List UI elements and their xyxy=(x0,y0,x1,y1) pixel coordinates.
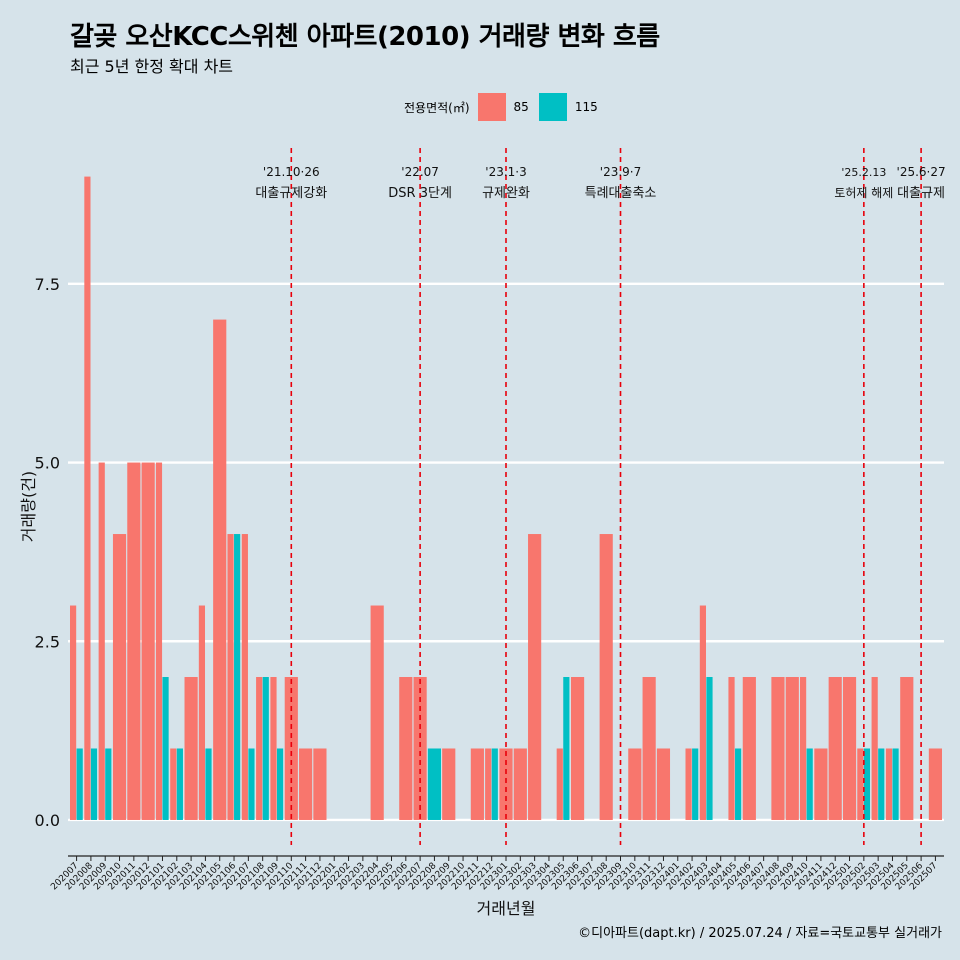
bar-85 xyxy=(871,677,878,820)
bar-85 xyxy=(442,748,456,820)
bar-115 xyxy=(892,748,899,820)
bar-85 xyxy=(928,748,942,820)
event-date: '25.2.13 xyxy=(841,166,886,179)
bar-85 xyxy=(399,677,413,820)
bar-85 xyxy=(885,748,893,820)
legend-swatch-115 xyxy=(538,93,567,121)
bar-85 xyxy=(313,748,327,820)
event-date: '22.07 xyxy=(401,165,439,179)
bar-115 xyxy=(205,748,212,820)
bar-85 xyxy=(828,677,842,820)
bar-85 xyxy=(656,748,671,820)
x-axis-title: 거래년월 xyxy=(477,899,536,918)
bar-115 xyxy=(276,748,284,820)
bar-85 xyxy=(685,748,692,820)
bar-115 xyxy=(806,748,813,820)
bar-85 xyxy=(155,462,163,820)
event-date: '23.1·3 xyxy=(485,165,526,179)
bar-85 xyxy=(900,677,914,820)
bar-115 xyxy=(863,748,871,820)
bar-115 xyxy=(735,748,742,820)
bar-85 xyxy=(284,677,298,820)
bar-85 xyxy=(127,462,141,820)
chart-title: 갈곶 오산KCC스위첸 아파트(2010) 거래량 변화 흐름 xyxy=(70,22,660,52)
bar-85 xyxy=(513,748,527,820)
bar-85 xyxy=(227,534,234,820)
bar-85 xyxy=(256,677,263,820)
event-label: 대출규제강화 xyxy=(255,186,327,201)
bar-85 xyxy=(570,677,585,820)
bar-85 xyxy=(470,748,484,820)
legend-title: 전용면적(㎡) xyxy=(404,100,470,115)
bar-85 xyxy=(213,319,227,820)
event-label: DSR 3단계 xyxy=(388,186,452,201)
bar-85 xyxy=(785,677,799,820)
bar-85 xyxy=(699,605,706,820)
y-axis-title: 거래량(건) xyxy=(19,471,38,542)
y-tick-label: 2.5 xyxy=(35,632,60,651)
y-tick-label: 7.5 xyxy=(35,275,60,294)
bar-85 xyxy=(556,748,563,820)
source-caption: ©디아파트(dapt.kr) / 2025.07.24 / 자료=국토교통부 실… xyxy=(578,926,942,941)
bar-115 xyxy=(248,748,255,820)
event-label: 특례대출축소 xyxy=(585,186,657,201)
bar-115 xyxy=(262,677,269,820)
bar-115 xyxy=(878,748,885,820)
bar-85 xyxy=(170,748,177,820)
legend-swatch-85 xyxy=(477,93,506,121)
y-tick-label: 0.0 xyxy=(35,811,60,830)
bar-115 xyxy=(427,748,442,820)
bar-85 xyxy=(528,534,542,820)
bar-85 xyxy=(599,534,613,820)
event-date: '21.10·26 xyxy=(263,165,320,179)
bar-85 xyxy=(270,677,277,820)
legend-label-85: 85 xyxy=(513,100,529,114)
bar-85 xyxy=(842,677,857,820)
bar-115 xyxy=(76,748,83,820)
bar-85 xyxy=(642,677,656,820)
bar-85 xyxy=(70,605,77,820)
bar-85 xyxy=(814,748,828,820)
bar-115 xyxy=(563,677,570,820)
bar-85 xyxy=(728,677,735,820)
bar-85 xyxy=(485,748,492,820)
bar-115 xyxy=(491,748,498,820)
bar-85 xyxy=(198,605,206,820)
legend: 전용면적(㎡) 85 115 xyxy=(404,93,608,121)
y-tick-label: 5.0 xyxy=(35,454,60,473)
event-date: '23.9·7 xyxy=(600,165,641,179)
event-label: 규제완화 xyxy=(482,186,530,201)
bar-85 xyxy=(299,748,313,820)
bar-85 xyxy=(241,534,248,820)
bar-115 xyxy=(162,677,169,820)
bar-85 xyxy=(857,748,864,820)
legend-label-115: 115 xyxy=(574,100,598,114)
bar-115 xyxy=(105,748,112,820)
bar-85 xyxy=(742,677,756,820)
event-date: '25.6·27 xyxy=(897,165,946,179)
event-label: 대출규제 xyxy=(897,186,945,201)
bar-85 xyxy=(771,677,785,820)
event-label: 토허제 해제 xyxy=(834,186,893,200)
bar-85 xyxy=(112,534,127,820)
bar-85 xyxy=(800,677,807,820)
bar-85 xyxy=(141,462,155,820)
bar-85 xyxy=(499,748,513,820)
bar-115 xyxy=(692,748,699,820)
bar-85 xyxy=(98,462,105,820)
bar-85 xyxy=(370,605,384,820)
bar-85 xyxy=(184,677,198,820)
bar-85 xyxy=(84,176,91,820)
bar-85 xyxy=(413,677,427,820)
bar-115 xyxy=(176,748,183,820)
bar-115 xyxy=(706,677,713,820)
chart-subtitle: 최근 5년 한정 확대 차트 xyxy=(70,57,234,76)
bar-115 xyxy=(90,748,98,820)
bar-85 xyxy=(628,748,642,820)
bar-115 xyxy=(234,534,241,820)
